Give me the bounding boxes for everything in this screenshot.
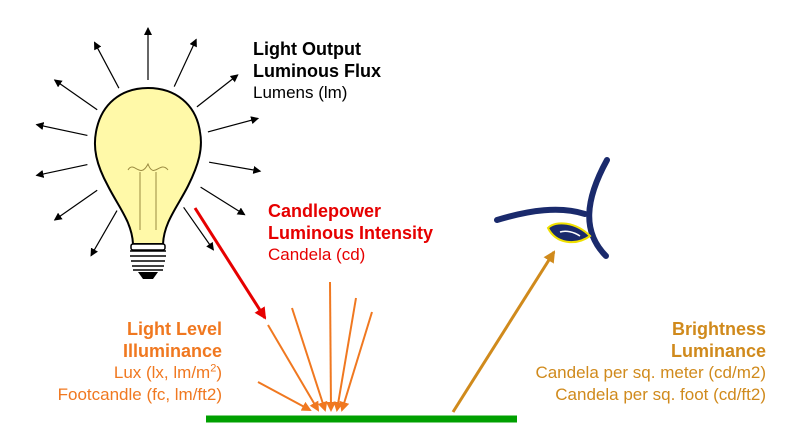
flux-ray (53, 79, 98, 111)
incident-ray (267, 324, 320, 412)
flux-ray (183, 206, 214, 251)
light-output-subtitle: Luminous Flux (253, 61, 381, 81)
candlepower-unit: Candela (cd) (268, 245, 366, 264)
flux-ray (207, 116, 260, 133)
flux-ray (53, 189, 98, 221)
incident-ray (325, 281, 336, 412)
incident-ray (291, 307, 328, 412)
brightness-unit-m2: Candela per sq. meter (cd/m2) (535, 363, 766, 382)
incident-ray (333, 297, 357, 412)
luminous-flux-rays (35, 27, 262, 257)
illuminance-arrows (257, 281, 373, 412)
brightness-label: Brightness Luminance Candela per sq. met… (535, 318, 766, 406)
incident-ray (339, 311, 373, 412)
brightness-subtitle: Luminance (670, 341, 766, 361)
light-level-subtitle: Illuminance (122, 341, 222, 361)
flux-ray (196, 74, 239, 108)
luminance-arrow (451, 250, 556, 413)
candlepower-arrow (193, 207, 267, 320)
flux-ray (93, 41, 120, 89)
eye-icon (494, 157, 610, 259)
light-output-title: Light Output (253, 39, 361, 59)
light-level-unit-lux: Lux (lx, lm/m2) (113, 362, 222, 382)
flux-ray (35, 122, 88, 136)
light-level-title: Light Level (126, 319, 222, 339)
incident-ray (257, 381, 312, 411)
candlepower-label: Candlepower Luminous Intensity Candela (… (268, 200, 433, 266)
flux-ray (35, 164, 88, 178)
flux-ray (200, 186, 246, 216)
flux-ray (173, 38, 197, 87)
light-bulb-icon (93, 86, 202, 279)
light-level-label: Light Level Illuminance Lux (lx, lm/m2) … (58, 318, 222, 406)
flux-ray (208, 161, 262, 174)
brightness-title: Brightness (671, 319, 766, 339)
brightness-unit-ft2: Candela per sq. foot (cd/ft2) (555, 385, 766, 404)
candlepower-subtitle: Luminous Intensity (268, 223, 434, 243)
light-level-unit-fc: Footcandle (fc, lm/ft2) (57, 385, 222, 404)
candlepower-title: Candlepower (268, 201, 382, 221)
flux-ray (90, 210, 118, 257)
light-output-label: Light Output Luminous Flux Lumens (lm) (253, 38, 381, 104)
light-output-unit: Lumens (lm) (253, 83, 348, 102)
